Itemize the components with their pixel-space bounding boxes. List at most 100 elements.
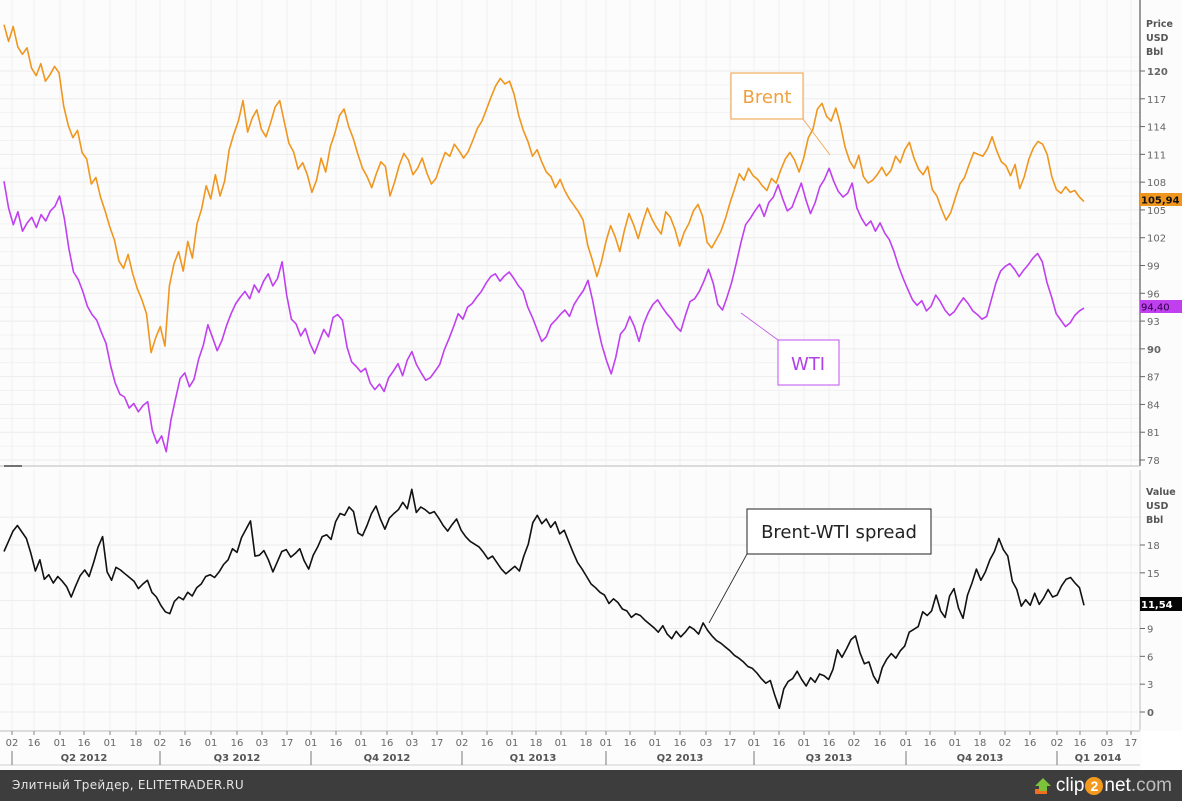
chart: Price USD Bbl Value USD Bbl 788184879093…: [0, 0, 1182, 770]
x-tick-label: 03: [700, 738, 713, 749]
x-tick-label: 01: [649, 738, 662, 749]
price-y-tick-label: 96: [1147, 289, 1160, 300]
clip2net-logo[interactable]: clip 2 net .com: [1034, 775, 1172, 797]
price-y-tick-label: 81: [1147, 428, 1160, 439]
quarter-label: Q2 2013: [657, 753, 704, 764]
x-tick-label: 16: [823, 738, 836, 749]
logo-domain: .com: [1130, 775, 1172, 796]
x-tick-label: 01: [305, 738, 318, 749]
x-tick-label: 01: [104, 738, 117, 749]
x-tick-label: 16: [924, 738, 937, 749]
x-tick-label: 02: [6, 738, 19, 749]
x-tick-label: 16: [381, 738, 394, 749]
spread-axis-title-line: Value: [1146, 487, 1176, 498]
wti-annotation: WTI: [740, 312, 840, 386]
brent-line: [3, 24, 1085, 354]
spread-annotation-leader: [708, 553, 748, 624]
brent-last-value: 105,94: [1141, 196, 1180, 207]
spread-y-tick-label: 15: [1147, 569, 1160, 580]
brent-last-value-badge: 105,94: [1140, 193, 1182, 207]
spread-annotation-label: Brent-WTI spread: [761, 522, 917, 543]
x-tick-label: 01: [600, 738, 613, 749]
price-y-tick-label: 108: [1147, 178, 1166, 189]
x-tick-label: 16: [28, 738, 41, 749]
footer-credit: Элитный Трейдер, ELITETRADER.RU: [12, 778, 244, 792]
x-tick-label: 01: [949, 738, 962, 749]
x-tick-label: 16: [874, 738, 887, 749]
chart-background: [0, 0, 1182, 770]
x-tick-label: 03: [1101, 738, 1114, 749]
footer-bar: Элитный Трейдер, ELITETRADER.RU clip 2 net…: [0, 770, 1182, 801]
spread-last-value-badge: 11,54: [1140, 597, 1182, 611]
spread-last-value: 11,54: [1141, 600, 1173, 611]
price-y-tick-label: 90: [1147, 345, 1161, 356]
x-tick-label: 17: [724, 738, 737, 749]
price-y-tick-label: 114: [1147, 123, 1166, 134]
quarter-label: Q4 2013: [957, 753, 1004, 764]
x-tick-label: 18: [974, 738, 987, 749]
wti-line: [3, 167, 1085, 453]
x-tick-label: 16: [179, 738, 192, 749]
axis-corner: [1141, 731, 1182, 770]
spread-y-tick-label: 3: [1147, 680, 1153, 691]
upload-arrow-icon: [1034, 778, 1051, 794]
logo-prefix: clip: [1055, 775, 1085, 796]
price-y-tick-label: 93: [1147, 317, 1160, 328]
price-y-tick-label: 117: [1147, 95, 1166, 106]
x-tick-label: 16: [481, 738, 494, 749]
spread-last-value-bg: [1140, 597, 1182, 611]
brent-annotation-leader: [802, 118, 831, 156]
wti-annotation-leader: [740, 312, 779, 341]
x-tick-label: 03: [406, 738, 419, 749]
x-tick-label: 16: [1024, 738, 1037, 749]
x-tick-label: 01: [900, 738, 913, 749]
quarter-label: Q2 2012: [61, 753, 108, 764]
x-tick-label: 02: [456, 738, 469, 749]
x-tick-label: 01: [555, 738, 568, 749]
quarter-label: Q1 2014: [1075, 753, 1122, 764]
x-tick-label: 02: [1051, 738, 1064, 749]
brent-annotation-label: Brent: [743, 87, 792, 108]
x-axis-ticks: 02 16 01 16 01 18 02 16 01 16 03 17 01 16 01 16 03 17 02 16…: [6, 731, 1138, 749]
x-tick-label: 16: [330, 738, 343, 749]
price-axis-title-line: Price: [1146, 19, 1173, 30]
spread-y-ticks: 0 3 6 9 15 18: [1140, 541, 1160, 719]
x-tick-label: 18: [130, 738, 143, 749]
x-tick-label: 02: [848, 738, 861, 749]
brent-annotation: Brent: [730, 72, 831, 156]
brent-last-value-bg: [1140, 193, 1182, 206]
x-tick-label: 17: [281, 738, 294, 749]
spread-annotation-box: [746, 508, 932, 555]
spread-y-tick-label: 18: [1147, 541, 1160, 552]
price-y-tick-label: 84: [1147, 400, 1160, 411]
price-axis-title-line: USD: [1146, 33, 1169, 44]
price-y-tick-label: 120: [1147, 67, 1168, 78]
spread-axis-title-line: USD: [1146, 501, 1169, 512]
quarter-label: Q3 2013: [806, 753, 853, 764]
x-tick-label: 03: [256, 738, 269, 749]
x-tick-label: 16: [1074, 738, 1087, 749]
brent-annotation-box: [730, 72, 804, 120]
x-tick-label: 18: [530, 738, 543, 749]
spread-y-tick-label: 0: [1147, 708, 1154, 719]
wti-annotation-box: [777, 339, 840, 386]
quarter-label: Q1 2013: [510, 753, 557, 764]
x-tick-label: 17: [1125, 738, 1138, 749]
wti-last-value-bg: [1140, 300, 1182, 313]
x-tick-label: 01: [355, 738, 368, 749]
price-grid: [0, 0, 1140, 466]
x-tick-label: 02: [999, 738, 1012, 749]
spread-annotation: Brent-WTI spread: [708, 508, 932, 624]
x-tick-label: 16: [624, 738, 637, 749]
spread-axis-title: Value USD Bbl: [1146, 487, 1176, 526]
x-tick-label: 17: [431, 738, 444, 749]
logo-suffix: net: [1104, 775, 1131, 796]
price-y-ticks: 78 81 84 87 90 93 96 99 102 105 108 111 114 117 120: [1140, 67, 1168, 467]
wti-last-value-badge: 94,40: [1140, 300, 1182, 314]
price-y-tick-label: 78: [1147, 456, 1160, 467]
spread-y-tick-label: 6: [1147, 652, 1153, 663]
wti-annotation-label: WTI: [791, 354, 825, 375]
x-tick-label: 16: [231, 738, 244, 749]
x-tick-label: 16: [674, 738, 687, 749]
quarter-label: Q3 2012: [214, 753, 261, 764]
